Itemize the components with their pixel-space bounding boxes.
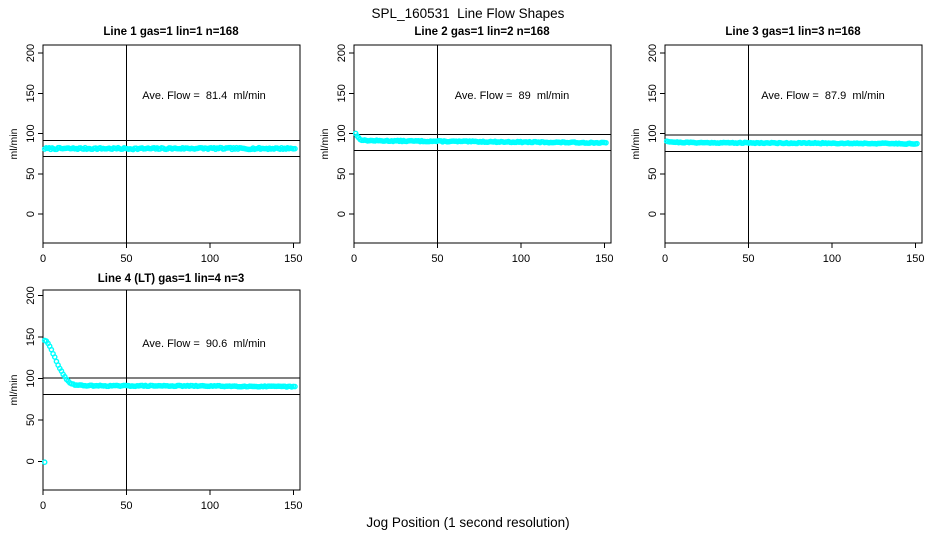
- svg-text:200: 200: [647, 44, 659, 62]
- svg-text:0: 0: [662, 253, 668, 265]
- panel-3-ave-flow-annotation: Ave. Flow = 87.9 ml/min: [761, 90, 885, 102]
- svg-text:150: 150: [25, 328, 37, 346]
- svg-text:150: 150: [284, 500, 302, 512]
- svg-text:0: 0: [336, 211, 348, 217]
- svg-text:0: 0: [25, 458, 37, 464]
- panel-1-y-axis-label: ml/min: [8, 128, 20, 160]
- panel-4-ave-flow-annotation: Ave. Flow = 90.6 ml/min: [142, 338, 266, 350]
- svg-text:0: 0: [25, 211, 37, 217]
- svg-text:150: 150: [25, 84, 37, 102]
- svg-text:150: 150: [284, 253, 302, 265]
- svg-text:100: 100: [25, 369, 37, 387]
- svg-text:100: 100: [823, 253, 841, 265]
- svg-text:100: 100: [512, 253, 530, 265]
- svg-text:100: 100: [201, 500, 219, 512]
- svg-text:50: 50: [742, 253, 754, 265]
- svg-text:200: 200: [336, 44, 348, 62]
- svg-text:50: 50: [431, 253, 443, 265]
- svg-text:50: 50: [120, 253, 132, 265]
- panel-4-title: Line 4 (LT) gas=1 lin=4 n=3: [97, 273, 245, 285]
- svg-text:200: 200: [25, 286, 37, 304]
- panel-2-ave-flow-annotation: Ave. Flow = 89 ml/min: [454, 90, 570, 102]
- svg-text:50: 50: [336, 168, 348, 180]
- panel-3-title: Line 3 gas=1 lin=3 n=168: [725, 26, 861, 38]
- svg-text:150: 150: [336, 84, 348, 102]
- svg-text:100: 100: [647, 124, 659, 142]
- panel-3-y-axis-label: ml/min: [630, 128, 642, 160]
- figure-x-axis-label: Jog Position (1 second resolution): [366, 515, 570, 530]
- svg-text:100: 100: [25, 124, 37, 142]
- svg-text:0: 0: [647, 211, 659, 217]
- svg-text:50: 50: [647, 168, 659, 180]
- svg-text:150: 150: [647, 84, 659, 102]
- svg-text:0: 0: [351, 253, 357, 265]
- panel-1-title: Line 1 gas=1 lin=1 n=168: [103, 26, 239, 38]
- svg-text:50: 50: [120, 500, 132, 512]
- svg-text:50: 50: [25, 168, 37, 180]
- svg-text:0: 0: [40, 500, 46, 512]
- svg-text:100: 100: [336, 124, 348, 142]
- panel-2-title: Line 2 gas=1 lin=2 n=168: [414, 26, 550, 38]
- panel-2-y-axis-label: ml/min: [319, 128, 331, 160]
- svg-text:100: 100: [201, 253, 219, 265]
- panel-4-y-axis-label: ml/min: [8, 374, 20, 406]
- svg-text:200: 200: [25, 44, 37, 62]
- svg-text:0: 0: [40, 253, 46, 265]
- svg-text:50: 50: [25, 414, 37, 426]
- svg-text:150: 150: [906, 253, 924, 265]
- svg-text:150: 150: [595, 253, 613, 265]
- figure-title: SPL_160531 Line Flow Shapes: [371, 6, 565, 21]
- panel-1-ave-flow-annotation: Ave. Flow = 81.4 ml/min: [142, 90, 266, 102]
